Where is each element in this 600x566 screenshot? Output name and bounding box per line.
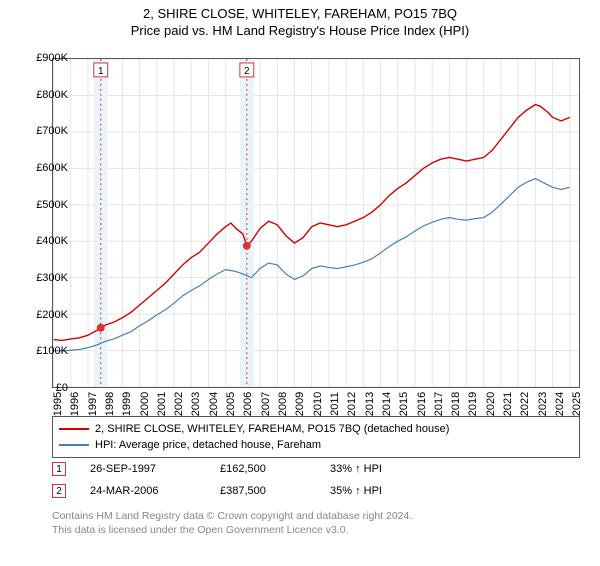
x-axis-label: 2003 [190,392,202,416]
footnote-line: This data is licensed under the Open Gov… [52,524,412,538]
x-axis-label: 2013 [364,392,376,416]
y-axis-label: £300K [22,272,68,284]
chart-subtitle: Price paid vs. HM Land Registry's House … [0,23,600,38]
x-axis-label: 2021 [502,392,514,416]
x-axis-label: 2011 [329,392,341,416]
x-axis-label: 2004 [208,392,220,416]
sales-table: 1 26-SEP-1997£162,50033% ↑ HPI 2 24-MAR-200… [52,458,430,502]
sale-row: 2 24-MAR-2006£387,50035% ↑ HPI [52,480,430,502]
legend-item: 2, SHIRE CLOSE, WHITELEY, FAREHAM, PO15 … [59,421,573,437]
y-axis-label: £100K [22,345,68,357]
sale-hpi-delta: 35% ↑ HPI [330,485,430,497]
x-axis-label: 1998 [104,392,116,416]
x-axis-label: 2002 [173,392,185,416]
sale-price: £162,500 [220,463,330,475]
x-axis-label: 2019 [467,392,479,416]
x-axis-label: 2008 [277,392,289,416]
x-axis-label: 2014 [381,392,393,416]
x-axis-label: 2025 [571,392,583,416]
sale-price: £387,500 [220,485,330,497]
x-axis-label: 2017 [433,392,445,416]
y-axis-label: £400K [22,235,68,247]
chart-title: 2, SHIRE CLOSE, WHITELEY, FAREHAM, PO15 … [0,6,600,21]
x-axis-label: 2000 [139,392,151,416]
legend-label: HPI: Average price, detached house, Fare… [95,439,321,451]
y-axis-label: £200K [22,309,68,321]
y-axis-label: £600K [22,162,68,174]
x-axis-label: 2016 [416,392,428,416]
x-axis-label: 2022 [519,392,531,416]
sale-row: 1 26-SEP-1997£162,50033% ↑ HPI [52,458,430,480]
x-axis-label: 2023 [537,392,549,416]
x-axis-label: 2009 [294,392,306,416]
y-axis-label: £800K [22,89,68,101]
chart-svg: 12 [53,59,579,387]
legend-swatch [59,444,89,446]
sale-date: 24-MAR-2006 [90,485,220,497]
legend-swatch [59,428,89,430]
x-axis-label: 2012 [346,392,358,416]
x-axis-label: 2020 [485,392,497,416]
x-axis-label: 2006 [242,392,254,416]
legend-label: 2, SHIRE CLOSE, WHITELEY, FAREHAM, PO15 … [95,423,449,435]
x-axis-label: 2005 [225,392,237,416]
legend-item: HPI: Average price, detached house, Fare… [59,437,573,453]
svg-text:1: 1 [98,66,104,77]
x-axis-label: 1997 [87,392,99,416]
legend: 2, SHIRE CLOSE, WHITELEY, FAREHAM, PO15 … [52,416,580,458]
sale-hpi-delta: 33% ↑ HPI [330,463,430,475]
y-axis-label: £500K [22,199,68,211]
sale-marker: 1 [52,462,66,476]
x-axis-label: 2001 [156,392,168,416]
sale-date: 26-SEP-1997 [90,463,220,475]
footnote-line: Contains HM Land Registry data © Crown c… [52,510,412,524]
y-axis-label: £900K [22,52,68,64]
x-axis-label: 2010 [312,392,324,416]
svg-text:2: 2 [244,66,250,77]
x-axis-label: 1999 [121,392,133,416]
y-axis-label: £700K [22,125,68,137]
chart-plot-area: 12 [52,58,580,388]
x-axis-label: 2007 [260,392,272,416]
footnote: Contains HM Land Registry data © Crown c… [52,510,412,537]
x-axis-label: 2018 [450,392,462,416]
sale-marker: 2 [52,484,66,498]
x-axis-label: 2024 [554,392,566,416]
x-axis-label: 1995 [52,392,64,416]
x-axis-label: 1996 [69,392,81,416]
x-axis-label: 2015 [398,392,410,416]
